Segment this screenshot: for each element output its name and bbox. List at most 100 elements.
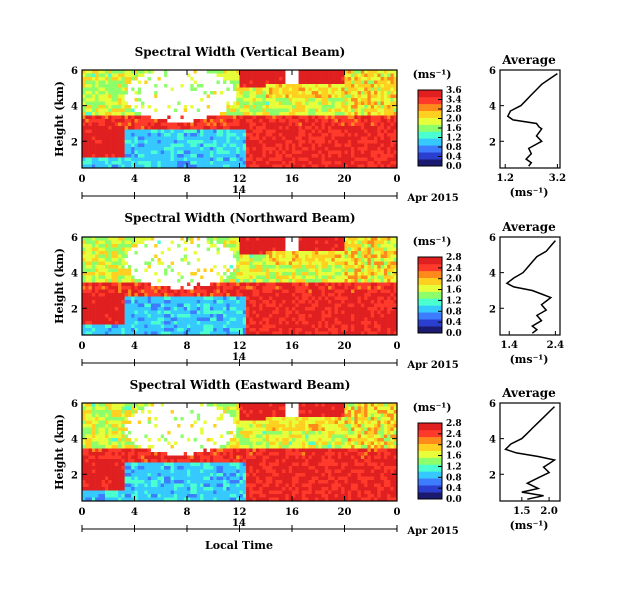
- heatmap-cell: [282, 279, 286, 283]
- heatmap-cell: [335, 102, 339, 106]
- heatmap-cell: [295, 262, 299, 266]
- heatmap-cell: [243, 116, 247, 120]
- heatmap-cell: [371, 126, 375, 130]
- heatmap-cell: [148, 255, 152, 259]
- heatmap-cell: [98, 272, 102, 276]
- heatmap-cell: [89, 102, 93, 106]
- heatmap-cell: [148, 123, 152, 127]
- heatmap-cell: [203, 151, 207, 155]
- heatmap-cell: [322, 133, 326, 137]
- heatmap-cell: [95, 258, 99, 262]
- heatmap-cell: [249, 248, 253, 252]
- heatmap-cell: [102, 105, 106, 109]
- heatmap-cell: [282, 161, 286, 165]
- heatmap-cell: [144, 286, 148, 290]
- heatmap-cell: [95, 265, 99, 269]
- heatmap-cell: [121, 112, 125, 116]
- heatmap-cell: [161, 137, 165, 141]
- heatmap-cell: [253, 279, 257, 283]
- heatmap-cell: [105, 126, 109, 130]
- heatmap-cell: [364, 137, 368, 141]
- heatmap-cell: [371, 140, 375, 144]
- heatmap-cell: [345, 147, 349, 151]
- heatmap-cell: [289, 244, 293, 248]
- heatmap-cell: [269, 74, 273, 78]
- heatmap-cell: [112, 151, 116, 155]
- heatmap-cell: [253, 297, 257, 301]
- heatmap-cell: [335, 286, 339, 290]
- heatmap-cell: [217, 147, 221, 151]
- heatmap-cell: [184, 116, 188, 120]
- heatmap-cell: [230, 328, 234, 332]
- heatmap-cell: [226, 130, 230, 134]
- heatmap-cell: [272, 95, 276, 99]
- heatmap-cell: [285, 140, 289, 144]
- heatmap-cell: [279, 307, 283, 311]
- heatmap-cell: [243, 258, 247, 262]
- heatmap-cell: [358, 74, 362, 78]
- heatmap-cell: [285, 258, 289, 262]
- heatmap-cell: [272, 147, 276, 151]
- heatmap-cell: [246, 84, 250, 88]
- heatmap-cell: [299, 265, 303, 269]
- heatmap-cell: [108, 151, 112, 155]
- heatmap-cell: [246, 137, 250, 141]
- heatmap-cell: [335, 130, 339, 134]
- heatmap-cell: [305, 321, 309, 325]
- heatmap-cell: [266, 290, 270, 294]
- heatmap-cell: [276, 311, 280, 315]
- heatmap-cell: [259, 286, 263, 290]
- heatmap-cell: [151, 119, 155, 123]
- heatmap-cell: [253, 286, 257, 290]
- heatmap-cell: [325, 279, 329, 283]
- heatmap-cell: [305, 112, 309, 116]
- heatmap-cell: [177, 262, 181, 266]
- heatmap-cell: [167, 325, 171, 329]
- heatmap-cell: [92, 293, 96, 297]
- heatmap-cell: [177, 241, 181, 245]
- heatmap-cell: [171, 144, 175, 148]
- heatmap-cell: [269, 269, 273, 273]
- heatmap-cell: [322, 123, 326, 127]
- heatmap-cell: [108, 144, 112, 148]
- heatmap-cell: [197, 91, 201, 95]
- heatmap-cell: [262, 74, 266, 78]
- heatmap-cell: [108, 98, 112, 102]
- heatmap-cell: [154, 74, 158, 78]
- heatmap-cell: [151, 91, 155, 95]
- heatmap-cell: [223, 269, 227, 273]
- heatmap-cell: [89, 119, 93, 123]
- heatmap-cell: [249, 133, 253, 137]
- heatmap-cell: [92, 321, 96, 325]
- heatmap-cell: [240, 102, 244, 106]
- heatmap-cell: [318, 161, 322, 165]
- y-tick-label: 2: [489, 137, 496, 148]
- heatmap-cell: [207, 290, 211, 294]
- heatmap-cell: [121, 119, 125, 123]
- heatmap-cell: [112, 116, 116, 120]
- heatmap-cell: [305, 144, 309, 148]
- heatmap-cell: [177, 258, 181, 262]
- heatmap-cell: [135, 297, 139, 301]
- heatmap-cell: [144, 311, 148, 315]
- heatmap-cell: [203, 269, 207, 273]
- heatmap-cell: [308, 95, 312, 99]
- heatmap-cell: [138, 130, 142, 134]
- heatmap-cell: [249, 88, 253, 92]
- heatmap-cell: [351, 161, 355, 165]
- heatmap-cell: [148, 248, 152, 252]
- heatmap-cell: [335, 144, 339, 148]
- heatmap-cell: [167, 272, 171, 276]
- heatmap-cell: [374, 158, 378, 162]
- heatmap-cell: [364, 84, 368, 88]
- heatmap-cell: [184, 251, 188, 255]
- heatmap-cell: [89, 248, 93, 252]
- heatmap-cell: [220, 130, 224, 134]
- heatmap-cell: [167, 300, 171, 304]
- heatmap-cell: [289, 144, 293, 148]
- heatmap-cell: [285, 251, 289, 255]
- heatmap-cell: [207, 133, 211, 137]
- heatmap-cell: [315, 123, 319, 127]
- heatmap-cell: [289, 290, 293, 294]
- heatmap-cell: [289, 140, 293, 144]
